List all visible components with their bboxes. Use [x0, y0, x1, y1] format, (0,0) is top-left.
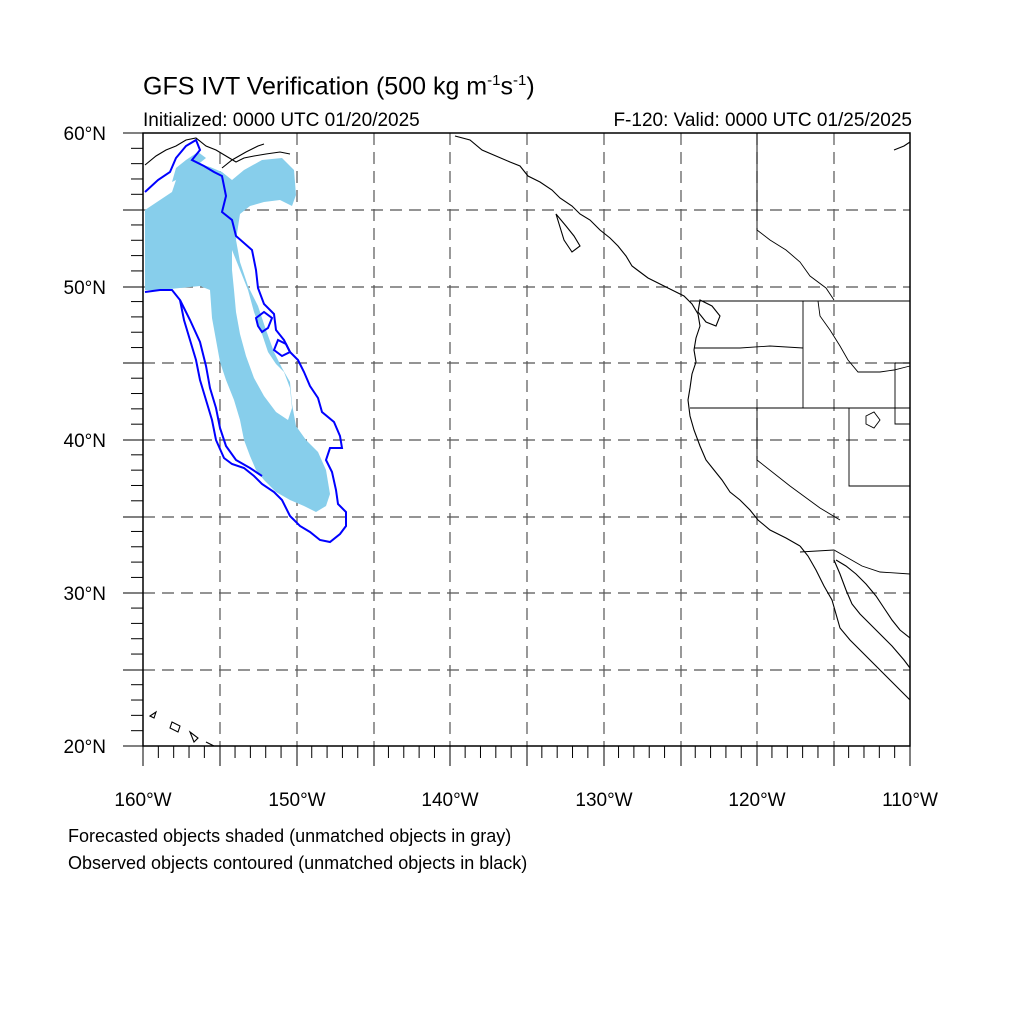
minor-tick-marks — [131, 147, 896, 758]
longitude-labels: 160°W 150°W 140°W 130°W 120°W 110°W — [114, 790, 938, 811]
observed-ivt-contour-inner — [179, 299, 292, 477]
lon-label-140w: 140°W — [421, 790, 478, 811]
valid-time-label: F-120: Valid: 0000 UTC 01/25/2025 — [613, 110, 912, 131]
lat-label-40n: 40°N — [64, 431, 106, 452]
lat-label-50n: 50°N — [64, 278, 106, 299]
latitude-labels: 60°N 50°N 40°N 30°N 20°N — [64, 124, 106, 758]
footnote-observed: Observed objects contoured (unmatched ob… — [68, 853, 528, 873]
lon-label-150w: 150°W — [268, 790, 325, 811]
lat-label-20n: 20°N — [64, 737, 106, 758]
forecast-ivt-object — [145, 158, 330, 512]
initialized-label: Initialized: 0000 UTC 01/20/2025 — [143, 110, 420, 131]
map-title: GFS IVT Verification (500 kg m-1s-1) — [143, 72, 535, 101]
lon-label-110w: 110°W — [882, 790, 938, 811]
observed-ivt-contour — [144, 138, 347, 544]
forecast-ivt-object-north — [172, 152, 206, 182]
tick-marks — [123, 132, 911, 766]
footnote-forecast: Forecasted objects shaded (unmatched obj… — [68, 826, 512, 846]
lat-label-60n: 60°N — [64, 124, 106, 145]
coastlines — [144, 135, 911, 747]
forecast-ivt-object-gap — [232, 250, 292, 420]
lon-label-130w: 130°W — [575, 790, 632, 811]
lon-label-120w: 120°W — [728, 790, 785, 811]
state-boundaries — [690, 133, 911, 575]
lat-label-30n: 30°N — [64, 584, 106, 605]
lon-label-160w: 160°W — [114, 790, 171, 811]
